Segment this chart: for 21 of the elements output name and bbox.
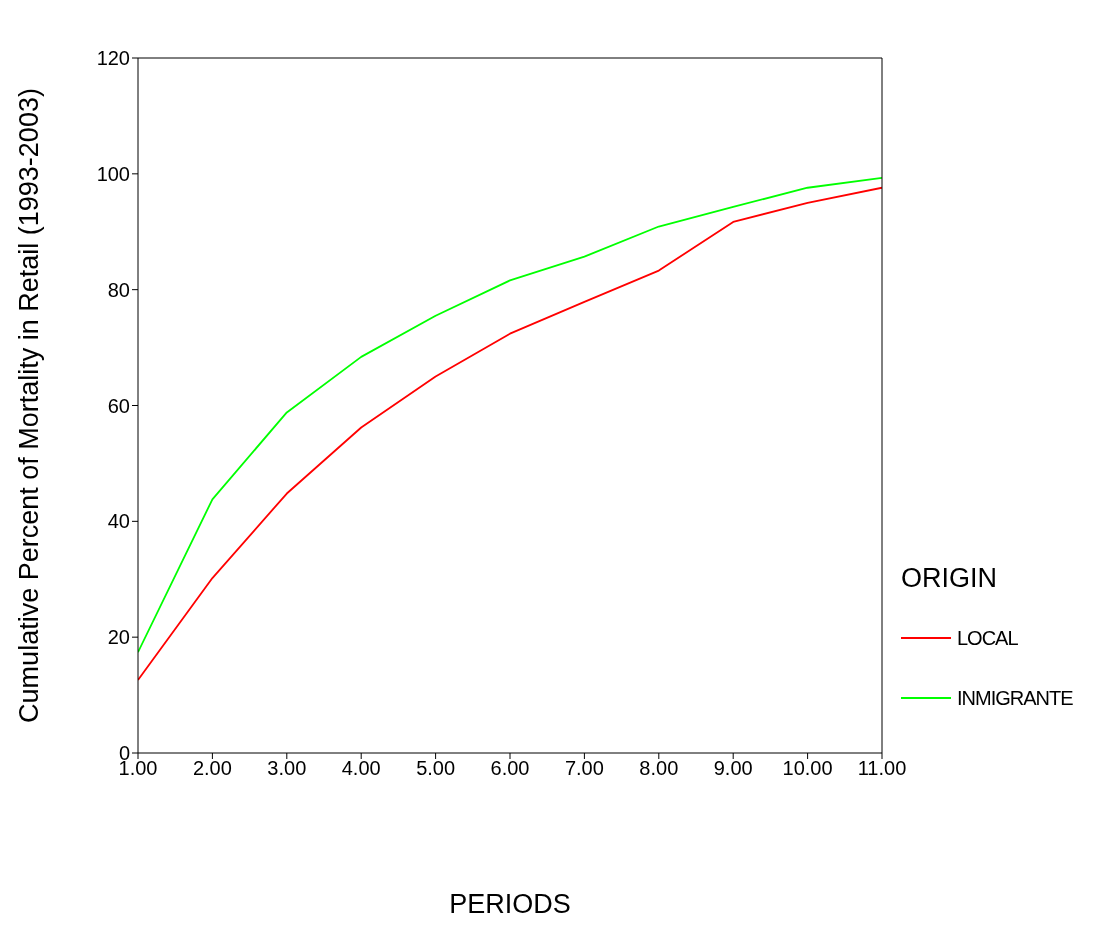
legend-label: LOCAL <box>957 626 1018 650</box>
legend-label: INMIGRANTE <box>957 686 1073 710</box>
x-tick-label: 9.00 <box>713 757 753 779</box>
y-tick-label: 120 <box>96 47 130 70</box>
y-tick-label: 100 <box>96 162 130 185</box>
y-tick-label: 20 <box>107 626 130 649</box>
x-tick-label: 6.00 <box>490 757 530 779</box>
y-tick-label: 60 <box>107 394 130 417</box>
x-axis-title: PERIODS <box>449 889 571 919</box>
x-tick-label: 2.00 <box>192 757 232 779</box>
x-tick-label: 7.00 <box>564 757 604 779</box>
y-tick-label: 80 <box>107 278 130 301</box>
legend-title: ORIGIN <box>901 563 998 594</box>
x-tick-label: 8.00 <box>639 757 679 779</box>
x-tick-label: 5.00 <box>416 757 456 779</box>
y-tick-label: 40 <box>107 510 130 533</box>
x-tick-label: 4.00 <box>341 757 381 779</box>
x-tick-label: 3.00 <box>267 757 307 779</box>
y-axis-title: Cumulative Percent of Mortality in Retail (1993-2003) <box>13 88 44 723</box>
x-tick-label: 11.00 <box>857 757 907 779</box>
x-tick-label: 10.00 <box>782 757 833 779</box>
